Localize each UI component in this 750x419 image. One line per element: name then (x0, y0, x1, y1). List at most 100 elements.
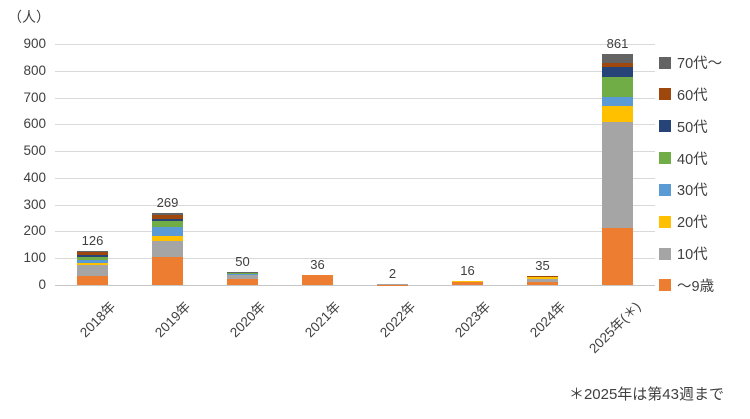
gridline-800 (55, 70, 655, 72)
bar-segment-2019年-70代～ (152, 212, 183, 216)
bar-segment-2020年-40代 (227, 272, 258, 274)
gridline-400 (55, 177, 655, 179)
bar-total-label: 50 (235, 253, 250, 269)
x-axis-label: 2020年 (226, 298, 268, 341)
legend-label: 70代～ (677, 56, 723, 72)
bar-segment-2018年-50代 (77, 254, 108, 257)
x-axis-label: 2025年(＊) (585, 298, 643, 357)
legend-item: 10代 (659, 243, 749, 264)
gridline-200 (55, 231, 655, 233)
chart-footnote: ＊2025年は第43週まで (568, 386, 724, 403)
legend-item: 50代 (659, 116, 749, 137)
bar-segment-2019年-50代 (152, 219, 183, 222)
legend-swatch-icon (659, 183, 671, 196)
legend-item: 30代 (659, 179, 749, 200)
chart-legend: 70代～ 60代 50代 40代 30代 20代 10代 ～9歳 (659, 52, 749, 296)
gridline-0 (55, 285, 655, 286)
legend-swatch-icon (659, 279, 671, 292)
legend-label: 60代 (677, 87, 708, 104)
y-axis-tick-label: 0 (38, 277, 46, 292)
legend-swatch-icon (659, 88, 671, 101)
legend-label: 50代 (677, 119, 708, 136)
bar-segment-2019年-30代 (152, 227, 183, 236)
bar-segment-2025年(＊)-10代 (602, 122, 633, 229)
bar-segment-2018年-10代 (77, 265, 108, 276)
bar-total-label: 861 (606, 36, 629, 52)
bar-total-label: 36 (310, 257, 325, 273)
y-axis-unit-label: （人） (8, 9, 50, 25)
bar-segment-2018年-40代 (77, 256, 108, 260)
gridline-600 (55, 124, 655, 126)
legend-label: 40代 (677, 151, 708, 168)
bar-segment-2024年-～9歳 (527, 282, 558, 285)
legend-item: 60代 (659, 84, 749, 105)
bar-segment-2023年-～9歳 (452, 282, 483, 285)
bar-segment-2021年-～9歳 (302, 275, 333, 285)
bar-segment-2025年(＊)-40代 (602, 77, 633, 98)
gridline-900 (55, 44, 655, 45)
gridline-300 (55, 204, 655, 206)
legend-item: 20代 (659, 211, 749, 232)
bar-segment-2020年-10代 (227, 275, 258, 279)
y-axis-tick-label: 100 (23, 250, 46, 266)
bar-segment-2019年-10代 (152, 241, 183, 258)
bar-segment-2018年-70代～ (77, 251, 108, 252)
bar-segment-2025年(＊)-～9歳 (602, 228, 633, 285)
bar-segment-2018年-60代 (77, 251, 108, 255)
bar-segment-2019年-～9歳 (152, 257, 183, 285)
bar-segment-2019年-20代 (152, 235, 183, 242)
legend-label: 30代 (677, 183, 708, 200)
bar-segment-2019年-60代 (152, 215, 183, 220)
x-axis-label: 2023年 (451, 298, 493, 341)
legend-swatch-icon (659, 215, 671, 228)
y-axis-tick-label: 500 (23, 143, 46, 159)
legend-label: 10代 (677, 247, 708, 264)
bar-segment-2024年-60代 (527, 275, 558, 278)
y-axis-tick-label: 400 (23, 169, 46, 185)
y-axis-tick-label: 900 (23, 36, 46, 51)
y-axis-tick-label: 600 (23, 116, 46, 132)
y-axis-tick-label: 300 (23, 196, 46, 212)
x-axis-label: 2024年 (526, 298, 568, 341)
bar-segment-2018年-30代 (77, 259, 108, 263)
x-axis-label: 2018年 (76, 298, 118, 341)
bar-segment-2020年-～9歳 (227, 278, 258, 285)
bar-segment-2024年-10代 (527, 278, 558, 283)
legend-swatch-icon (659, 120, 671, 133)
gridline-100 (55, 258, 655, 260)
legend-label: ～9歳 (677, 278, 715, 295)
bar-total-label: 269 (156, 194, 179, 210)
bar-total-label: 2 (388, 266, 397, 282)
bar-segment-2018年-20代 (77, 262, 108, 266)
legend-item: 40代 (659, 148, 749, 169)
bar-segment-2018年-～9歳 (77, 275, 108, 285)
legend-swatch-icon (659, 56, 671, 69)
gridline-500 (55, 151, 655, 153)
gridline-700 (55, 97, 655, 99)
legend-swatch-icon (659, 152, 671, 165)
bar-total-label: 16 (460, 262, 475, 278)
bar-segment-2025年(＊)-20代 (602, 106, 633, 123)
legend-swatch-icon (659, 247, 671, 260)
x-axis-label: 2019年 (151, 298, 193, 341)
bar-total-label: 126 (81, 233, 104, 249)
bar-total-label: 35 (535, 257, 550, 273)
y-axis-tick-label: 700 (23, 89, 46, 105)
legend-label: 20代 (677, 215, 708, 232)
legend-item: ～9歳 (659, 275, 749, 296)
bar-segment-2025年(＊)-60代 (602, 63, 633, 67)
bar-segment-2025年(＊)-50代 (602, 66, 633, 78)
x-axis-label: 2021年 (301, 298, 343, 341)
bar-segment-2023年-20代 (452, 280, 483, 283)
y-axis-tick-label: 200 (23, 223, 46, 239)
y-axis-tick-label: 800 (23, 62, 46, 78)
bar-segment-2025年(＊)-30代 (602, 97, 633, 107)
x-axis-label: 2022年 (376, 298, 418, 341)
bar-segment-2019年-40代 (152, 221, 183, 228)
bar-segment-2024年-20代 (527, 277, 558, 279)
bar-segment-2020年-60代 (227, 271, 258, 273)
bar-segment-2020年-20代 (227, 274, 258, 276)
bar-segment-2025年(＊)-70代～ (602, 54, 633, 64)
legend-item: 70代～ (659, 52, 749, 73)
